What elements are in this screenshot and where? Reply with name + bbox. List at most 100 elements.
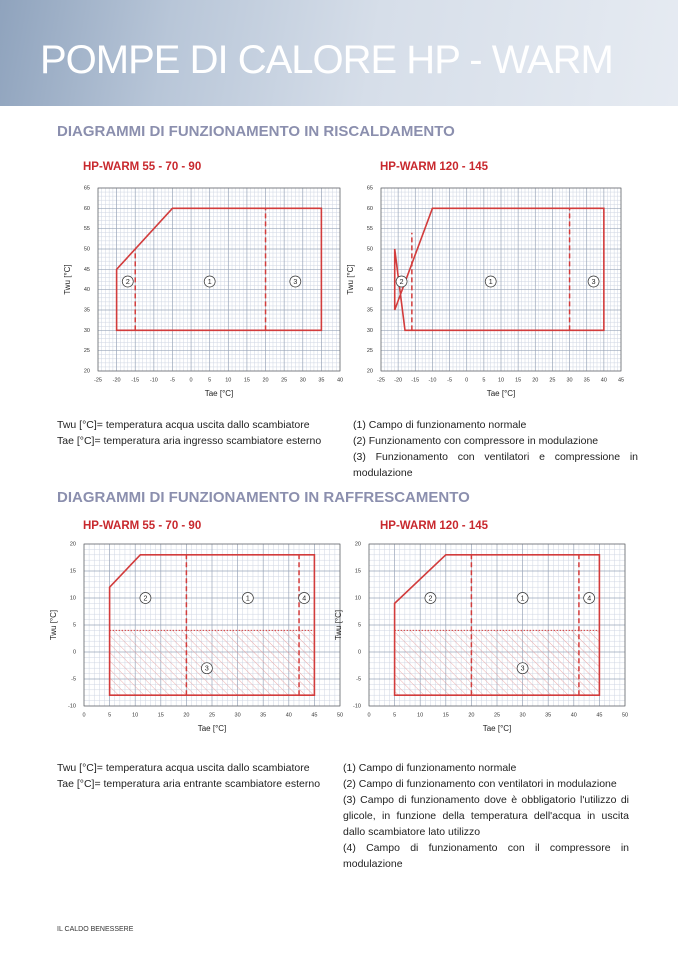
x-tick-label: 25 xyxy=(549,377,555,383)
region-label: 2 xyxy=(143,595,147,602)
y-tick-label: -5 xyxy=(71,676,76,682)
note: Tae [°C]= temperatura aria ingresso scam… xyxy=(57,435,322,447)
y-tick-label: 60 xyxy=(367,206,373,212)
region-label: 4 xyxy=(302,595,306,602)
x-tick-label: 40 xyxy=(337,377,343,383)
y-tick-label: 65 xyxy=(367,185,373,191)
region-marker xyxy=(484,275,497,288)
x-tick-label: -25 xyxy=(94,377,102,383)
region-marker xyxy=(121,275,134,288)
y-tick-label: 5 xyxy=(73,622,76,628)
region-label: 1 xyxy=(521,595,525,602)
region-label: 3 xyxy=(293,279,297,286)
y-axis-label: Twu [°C] xyxy=(63,264,72,294)
y-tick-label: 40 xyxy=(84,287,90,293)
x-tick-label: 40 xyxy=(601,377,607,383)
x-tick-label: 5 xyxy=(482,377,485,383)
footer: IL CALDO BENESSERE xyxy=(57,926,134,933)
x-tick-label: -10 xyxy=(150,377,158,383)
x-tick-label: 30 xyxy=(567,377,573,383)
region-label: 1 xyxy=(208,279,212,286)
plot-frame xyxy=(368,543,626,707)
y-tick-label: 30 xyxy=(367,328,373,334)
note: (2) Campo di funzionamento con ventilato… xyxy=(343,778,617,790)
y-tick-label: 5 xyxy=(358,622,361,628)
region-marker xyxy=(298,592,311,604)
region-marker xyxy=(516,592,529,604)
x-axis-label: Tae [°C] xyxy=(205,389,234,398)
y-tick-label: 20 xyxy=(84,368,90,374)
region-label: 1 xyxy=(246,595,250,602)
y-tick-label: 45 xyxy=(367,267,373,273)
y-tick-label: 10 xyxy=(70,595,76,601)
x-tick-label: 15 xyxy=(158,712,164,718)
x-tick-label: 5 xyxy=(108,712,111,718)
envelope-outline xyxy=(393,207,605,332)
x-axis-label: Tae [°C] xyxy=(483,724,512,733)
y-tick-label: 35 xyxy=(84,307,90,313)
x-tick-label: 10 xyxy=(417,712,423,718)
notes: Twu [°C]= temperatura acqua uscita dallo… xyxy=(57,417,347,449)
region-marker xyxy=(201,662,213,675)
x-tick-label: 30 xyxy=(520,712,526,718)
section-heading: DIAGRAMMI DI FUNZIONAMENTO IN RAFFRESCAM… xyxy=(57,489,470,506)
x-tick-label: 0 xyxy=(367,712,370,718)
x-tick-label: 35 xyxy=(318,377,324,383)
note: (1) Campo di funzionamento normale xyxy=(343,762,517,774)
x-tick-label: 45 xyxy=(596,712,602,718)
notes: (1) Campo di funzionamento normale (2) Fu… xyxy=(353,417,638,481)
plot-frame xyxy=(380,187,622,372)
region-label: 3 xyxy=(521,666,525,673)
region-marker xyxy=(203,275,216,288)
plot-area xyxy=(98,188,340,371)
y-tick-label: 55 xyxy=(84,226,90,232)
x-tick-label: -15 xyxy=(131,377,139,383)
y-tick-label: 0 xyxy=(358,649,361,655)
x-tick-label: 20 xyxy=(262,377,268,383)
x-tick-label: 15 xyxy=(515,377,521,383)
section-heading: DIAGRAMMI DI FUNZIONAMENTO IN RISCALDAME… xyxy=(57,123,455,140)
y-tick-label: 25 xyxy=(367,348,373,354)
region-label: 2 xyxy=(400,279,404,286)
note: (3) Funzionamento con ventilatori e comp… xyxy=(353,451,638,479)
x-tick-label: 30 xyxy=(235,712,241,718)
y-tick-label: 25 xyxy=(84,348,90,354)
x-tick-label: 50 xyxy=(622,712,628,718)
y-tick-label: 40 xyxy=(367,287,373,293)
x-tick-label: 35 xyxy=(260,712,266,718)
envelope-outline xyxy=(108,554,316,696)
x-tick-label: 20 xyxy=(468,712,474,718)
y-tick-label: 15 xyxy=(70,568,76,574)
x-tick-label: 15 xyxy=(244,377,250,383)
note: (4) Campo di funzionamento con il compre… xyxy=(343,842,629,870)
y-axis-label: Twu [°C] xyxy=(334,610,343,640)
x-tick-label: -20 xyxy=(394,377,402,383)
hatched-area xyxy=(109,630,315,696)
x-tick-label: -20 xyxy=(113,377,121,383)
x-tick-label: 25 xyxy=(494,712,500,718)
x-tick-label: 0 xyxy=(82,712,85,718)
y-tick-label: 55 xyxy=(367,226,373,232)
x-tick-label: 35 xyxy=(584,377,590,383)
x-tick-label: 0 xyxy=(465,377,468,383)
note: Tae [°C]= temperatura aria entrante scam… xyxy=(57,778,321,790)
page-title: POMPE DI CALORE HP - WARM xyxy=(40,38,614,82)
x-tick-label: -5 xyxy=(170,377,175,383)
x-tick-label: 5 xyxy=(393,712,396,718)
y-tick-label: 65 xyxy=(84,185,90,191)
x-tick-label: -15 xyxy=(411,377,419,383)
envelope-outline xyxy=(115,207,323,332)
x-tick-label: 25 xyxy=(281,377,287,383)
x-tick-label: 10 xyxy=(225,377,231,383)
note: (1) Campo di funzionamento normale xyxy=(353,419,527,431)
region-marker xyxy=(424,592,437,604)
y-axis-label: Twu [°C] xyxy=(346,264,355,294)
y-tick-label: 35 xyxy=(367,307,373,313)
chart-title: HP-WARM 55 - 70 - 90 xyxy=(83,520,201,532)
x-tick-label: 20 xyxy=(532,377,538,383)
x-tick-label: -25 xyxy=(377,377,385,383)
region-label: 3 xyxy=(205,666,209,673)
